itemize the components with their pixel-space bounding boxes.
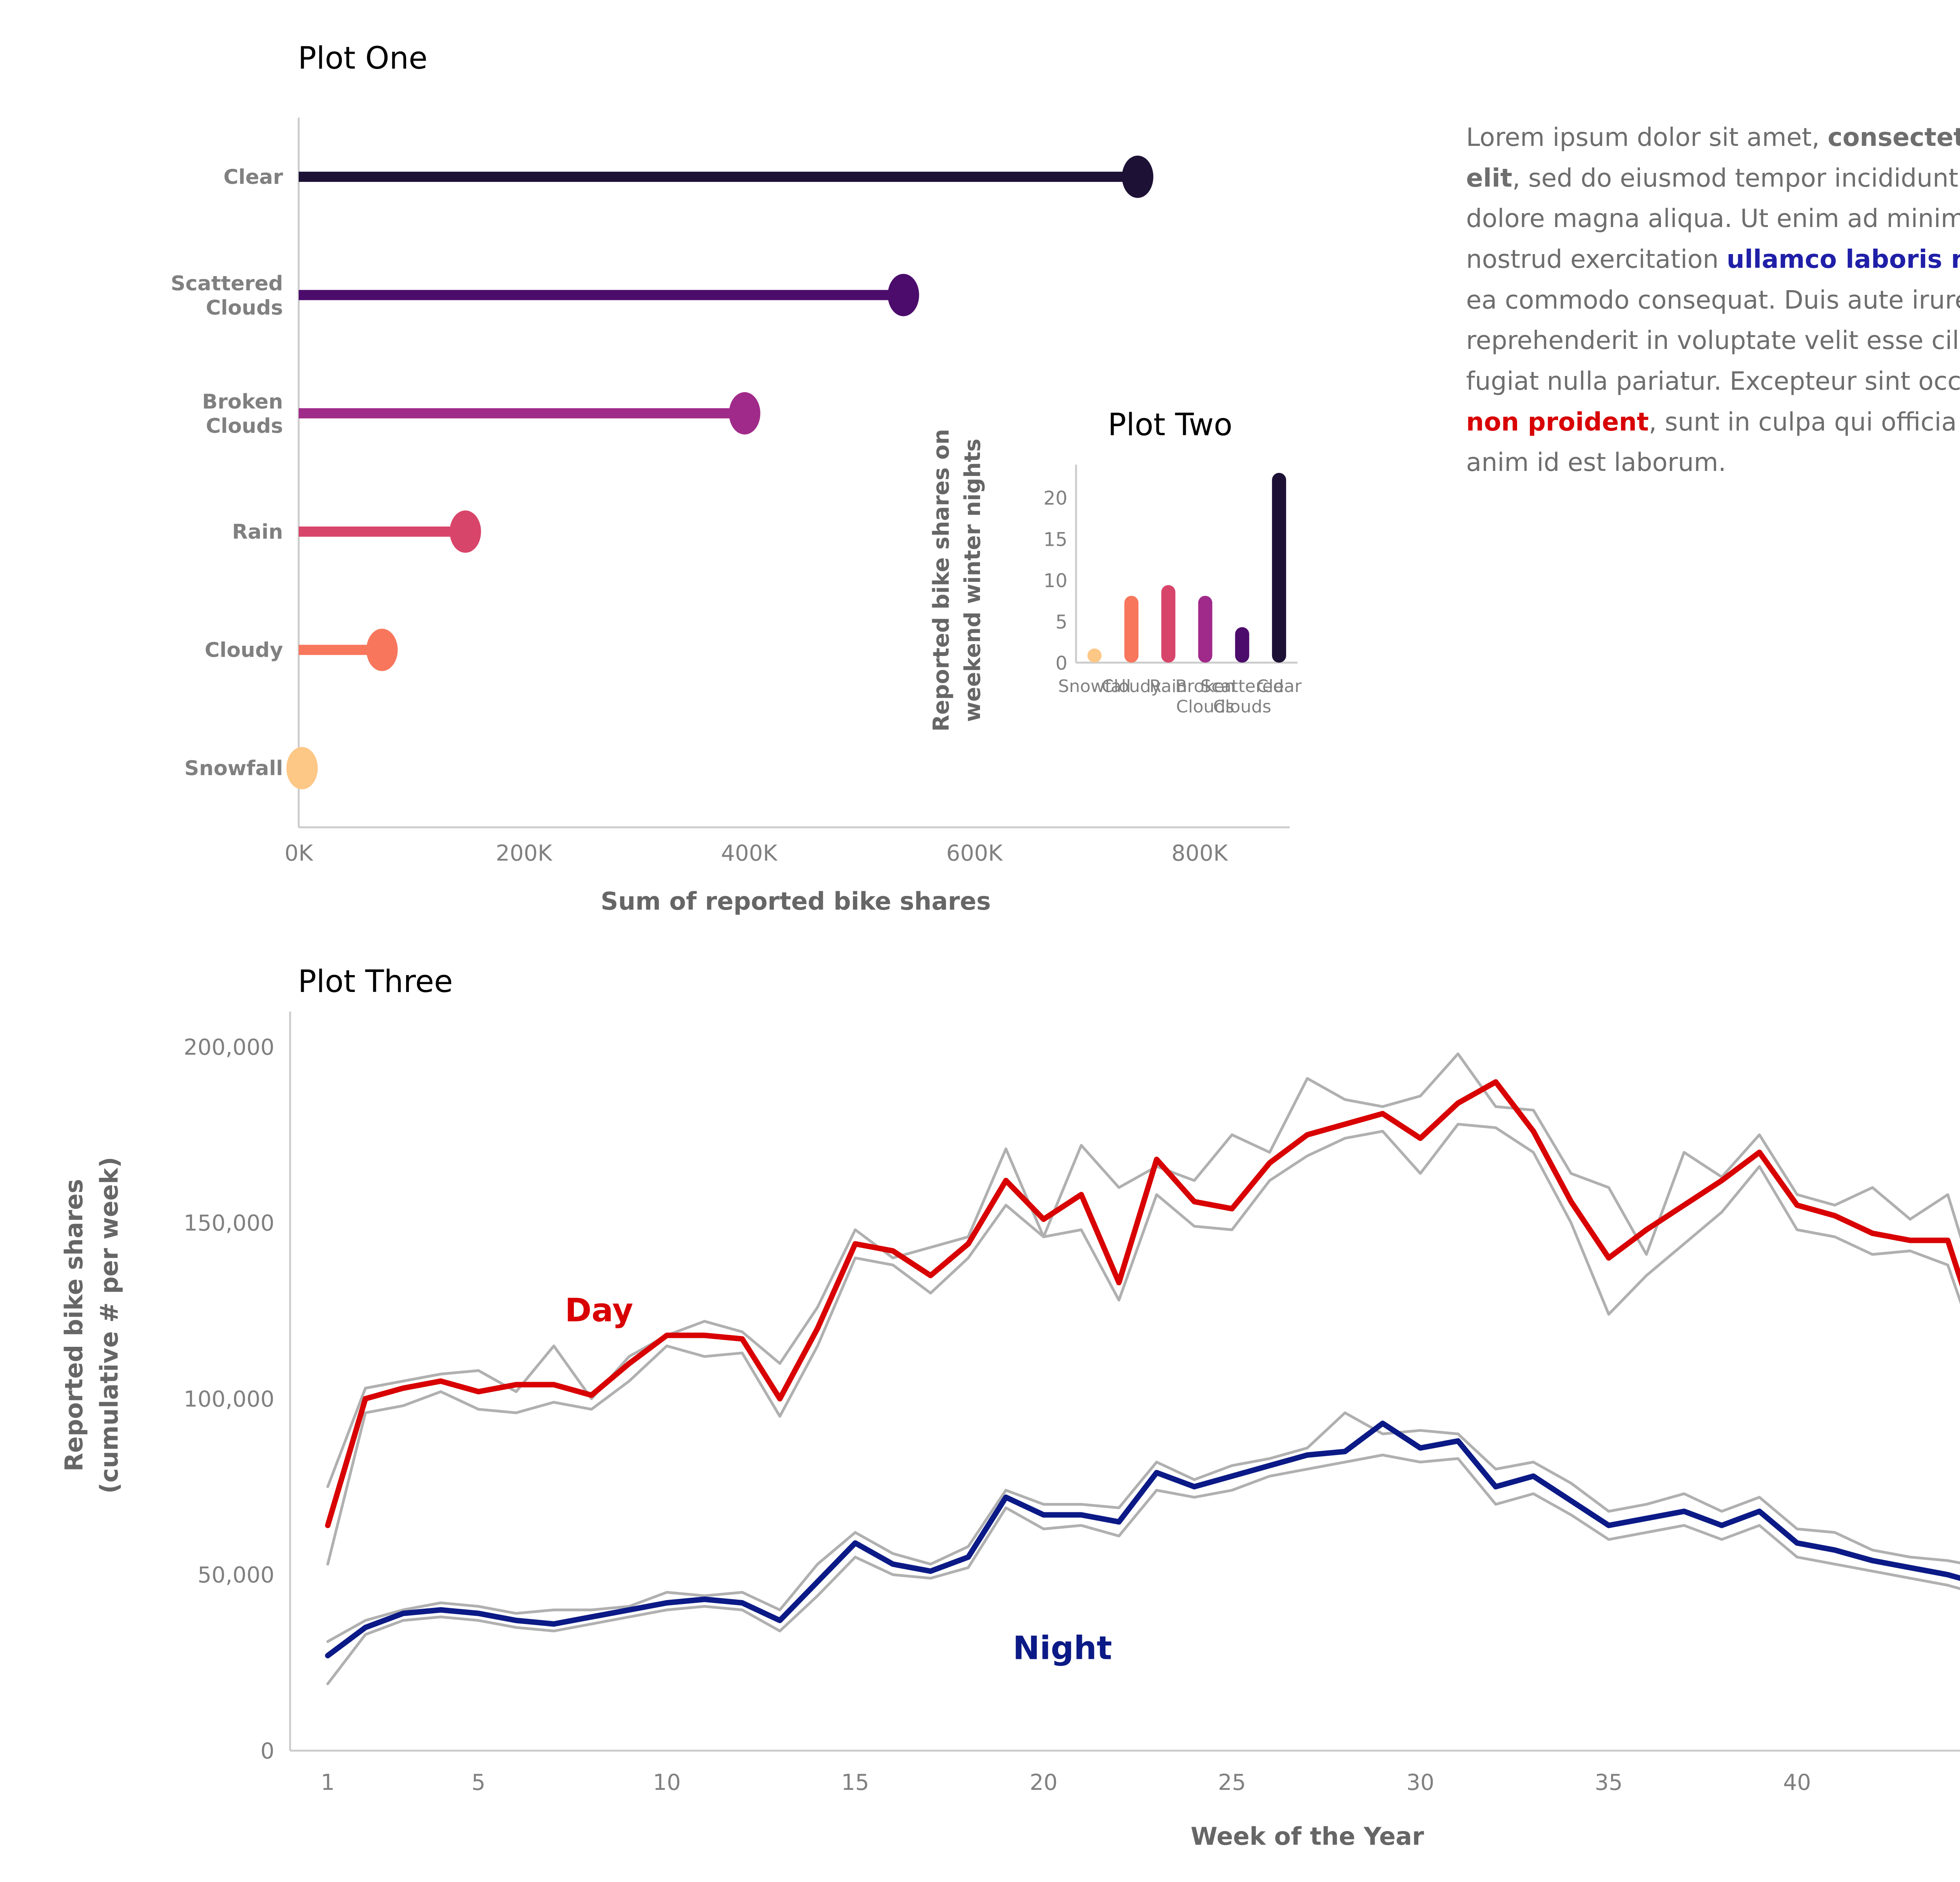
plot-two-y-tick: 20 (1044, 487, 1067, 509)
plot-two-bar (1235, 627, 1249, 663)
plot-three-series-label-night: Night (1013, 1630, 1112, 1667)
plot-three-x-tick: 40 (1783, 1770, 1811, 1795)
plot-two-bar (1087, 649, 1102, 663)
plot-one-title: Plot One (298, 41, 428, 76)
plot-three-x-tick: 15 (841, 1770, 869, 1795)
plot-three-series (325, 1052, 1960, 1685)
plot-three-y-tick-labels: 0 50,000 100,000 150,000 200,000 (183, 1035, 274, 1764)
plot-three-annotations: Day Night (565, 1292, 1112, 1667)
plot-three-y-axis-title-line1: Reported bike shares (60, 1179, 88, 1471)
plot-three: Plot Three Reported bike shares (cumulat… (60, 964, 1960, 1851)
prose-highlight-red: cupidatat non proident (1466, 407, 1649, 437)
plot-two-y-axis-title: Reported bike shares on weekend winter n… (929, 429, 985, 732)
plot-one-dot (887, 274, 919, 316)
plot-three-x-tick: 5 (472, 1770, 486, 1795)
plot-one-category-label: Scattered Clouds (171, 272, 283, 320)
prose-seg-4: , sunt in culpa qui officia deserunt mol… (1466, 407, 1960, 478)
plot-one-x-axis-title: Sum of reported bike shares (601, 887, 991, 916)
plot-one-dot (729, 392, 760, 435)
prose-seg-1: Lorem ipsum dolor sit amet, (1466, 123, 1828, 152)
plot-two-y-tick-labels: 0 5 10 15 20 (1044, 487, 1067, 674)
plot-three-line (326, 1411, 1960, 1643)
plot-three-y-tick: 150,000 (183, 1211, 274, 1236)
plot-two-y-axis-title-line1: Reported bike shares on (929, 429, 954, 732)
plot-three-y-tick: 100,000 (183, 1386, 274, 1412)
plot-one-dot (1122, 155, 1154, 198)
plot-one-dot (366, 629, 398, 671)
plot-two-y-tick: 5 (1055, 611, 1067, 633)
plot-two-x-tick: Cloudy (1102, 676, 1161, 696)
prose-block: Lorem ipsum dolor sit amet, consectetur … (1466, 118, 1960, 483)
plot-two-bar (1198, 596, 1212, 663)
plot-three-title: Plot Three (298, 964, 453, 999)
plot-three-x-tick: 1 (321, 1770, 335, 1795)
plot-two-y-tick: 10 (1044, 570, 1067, 592)
plot-three-line (326, 1052, 1960, 1488)
plot-two-bar (1124, 596, 1139, 663)
plot-three-x-tick: 30 (1406, 1770, 1434, 1795)
plot-three-line (326, 1453, 1960, 1685)
plot-one-dot (450, 510, 481, 553)
plot-one-x-tick: 400K (721, 841, 778, 866)
plot-three-series-label-day: Day (565, 1292, 633, 1329)
plot-three-x-tick: 10 (653, 1770, 681, 1795)
plot-three-line (325, 1421, 1960, 1659)
plot-two-y-axis-title-line2: weekend winter nights (960, 439, 985, 722)
plot-two-x-tick: Snowfall (1058, 676, 1131, 696)
plot-two-y-tick: 0 (1055, 652, 1067, 674)
prose-highlight-blue: ullamco laboris nisi (1726, 245, 1960, 274)
plot-three-y-axis-title-line2: (cumulative # per week) (95, 1157, 123, 1493)
prose-bold-1: consectetur adipiscing elit (1466, 123, 1960, 193)
plot-one-category-label: Snowfall (184, 757, 283, 780)
plot-two-x-tick: Rain (1149, 676, 1187, 696)
plot-one-x-tick: 600K (946, 841, 1003, 866)
plot-two-x-tick: Scattered Clouds (1200, 676, 1284, 717)
prose-paragraph: Lorem ipsum dolor sit amet, consectetur … (1466, 118, 1960, 483)
plot-three-y-tick: 0 (260, 1738, 274, 1764)
plot-three-y-axis-title: Reported bike shares (cumulative # per w… (60, 1157, 123, 1493)
plot-three-x-tick-labels: 15101520253035404550 (321, 1770, 1811, 1795)
plot-three-x-axis-title: Week of the Year (1191, 1822, 1424, 1851)
plot-one-x-tick: 200K (496, 841, 553, 866)
plot-two-bar (1161, 585, 1176, 663)
plot-three-x-tick: 35 (1595, 1770, 1622, 1795)
plot-two-x-tick: Clear (1256, 676, 1302, 696)
plot-one-x-tick: 0K (285, 841, 314, 866)
plot-one-series (286, 155, 1154, 790)
plot-three-x-tick: 20 (1030, 1770, 1058, 1795)
plot-one-category-label: Rain (232, 520, 283, 544)
prose-seg-2: , sed do eiusmod tempor incididunt ut la… (1466, 163, 1960, 274)
plot-one-category-labels: Clear Scattered Clouds Broken Clouds Rain Clou… (171, 165, 283, 780)
plot-three-line (326, 1123, 1960, 1566)
prose-seg-3: ut aliquip ex ea commodo consequat. Duis… (1466, 285, 1960, 396)
plot-three-x-tick: 25 (1218, 1770, 1246, 1795)
plot-two-bars (1087, 473, 1286, 663)
plot-two-y-tick: 15 (1044, 529, 1067, 550)
plot-one-x-tick: 800K (1171, 841, 1228, 866)
plot-one-dot (286, 747, 318, 790)
plot-one-category-label: Clear (223, 165, 283, 189)
plot-one-category-label: Cloudy (205, 639, 283, 662)
plot-three-y-tick: 200,000 (183, 1035, 274, 1060)
plot-two-bar (1272, 473, 1286, 663)
plot-one-x-tick-labels: 0K 200K 400K 600K 800K (285, 841, 1228, 866)
plot-two: Plot Two Reported bike shares on weekend… (929, 407, 1302, 732)
plot-three-y-tick: 50,000 (198, 1562, 274, 1588)
plot-one-category-label: Broken Clouds (202, 390, 283, 438)
plot-three-line (325, 1079, 1960, 1528)
plot-two-title: Plot Two (1108, 407, 1232, 443)
plot-two-x-tick: Broken Clouds (1175, 676, 1235, 717)
